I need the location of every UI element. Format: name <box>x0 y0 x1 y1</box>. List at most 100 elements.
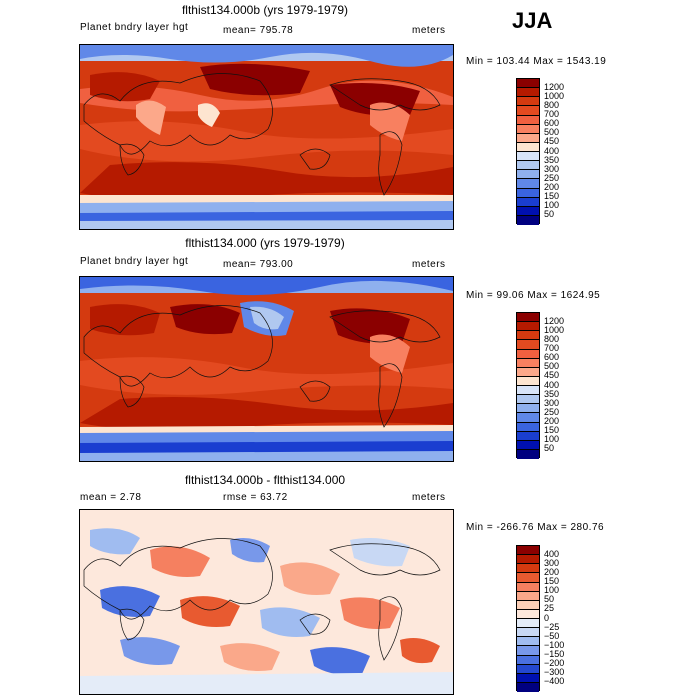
colorbar-tick-label: −200 <box>544 658 565 669</box>
colorbar-swatch <box>517 358 539 368</box>
colorbar-tick-label: −150 <box>544 649 565 659</box>
colorbar-swatch <box>517 376 539 386</box>
colorbar-tick-label: 600 <box>544 352 560 363</box>
colorbar-swatch <box>517 206 539 216</box>
panel3-title: flthist134.000b - flthist134.000 <box>184 473 346 487</box>
colorbar-swatch <box>517 188 539 198</box>
colorbar-tick-label: −300 <box>544 667 565 678</box>
colorbar-swatch <box>517 413 539 423</box>
colorbar-swatch <box>517 124 539 134</box>
panel1-field-label: Planet bndry layer hgt <box>80 22 189 33</box>
colorbar-swatch <box>517 600 539 610</box>
colorbar-tick-label: 0 <box>544 612 550 623</box>
panel3-minmax: Min = -266.76 Max = 280.76 <box>466 522 605 533</box>
colorbar-swatch <box>517 106 539 116</box>
colorbar-swatch <box>517 340 539 350</box>
colorbar-swatch <box>517 555 539 565</box>
colorbar-tick-label: 200 <box>544 566 560 577</box>
colorbar-tick-label: 1200 <box>544 315 565 326</box>
colorbar-tick-label: 150 <box>544 191 560 202</box>
colorbar-swatch <box>517 664 539 674</box>
colorbar-swatch <box>517 161 539 171</box>
colorbar-tick-label: 1000 <box>544 90 565 101</box>
season-label: JJA <box>512 8 553 33</box>
colorbar-tick-label: 700 <box>544 109 560 119</box>
colorbar-swatch <box>517 395 539 405</box>
colorbar-tick-label: 150 <box>544 576 560 586</box>
colorbar-tick-label: 400 <box>544 145 560 156</box>
colorbar-tick-label: −100 <box>544 639 565 650</box>
panel2-colorbar <box>516 312 540 459</box>
panel3-map <box>79 509 454 695</box>
colorbar-swatch <box>517 564 539 574</box>
panel3-colorbar <box>516 545 540 692</box>
colorbar-swatch <box>517 322 539 332</box>
colorbar-tick-label: −50 <box>544 630 560 641</box>
colorbar-swatch <box>517 386 539 396</box>
colorbar-swatch <box>517 546 539 556</box>
panel1-mean: mean= 795.78 <box>223 25 294 36</box>
panel1-units: meters <box>412 25 446 36</box>
panel1-colorbar <box>516 78 540 225</box>
colorbar-swatch <box>517 170 539 180</box>
colorbar-swatch <box>517 404 539 414</box>
colorbar-swatch <box>517 367 539 377</box>
panel2-field-label: Planet bndry layer hgt <box>80 256 189 267</box>
panel2-contour-field <box>80 277 453 461</box>
colorbar-tick-label: 350 <box>544 388 560 399</box>
colorbar-swatch <box>517 582 539 592</box>
colorbar-swatch <box>517 573 539 583</box>
colorbar-tick-label: 50 <box>544 443 555 454</box>
colorbar-swatch <box>517 142 539 152</box>
colorbar-tick-label: 600 <box>544 118 560 129</box>
colorbar-swatch <box>517 349 539 359</box>
colorbar-tick-label: 1200 <box>544 81 565 92</box>
colorbar-swatch <box>517 331 539 341</box>
colorbar-swatch <box>517 115 539 125</box>
panel1-contour-field <box>80 45 453 229</box>
colorbar-swatch <box>517 637 539 647</box>
colorbar-swatch <box>517 628 539 638</box>
colorbar-tick-label: 100 <box>544 434 560 445</box>
colorbar-swatch <box>517 646 539 656</box>
colorbar-tick-label: 500 <box>544 361 560 372</box>
colorbar-swatch <box>517 215 539 225</box>
colorbar-tick-label: 350 <box>544 154 560 165</box>
panel2-colorbar-ticks: 1200 1000 800 700 600 500 450 400 350 300 250 200 15… <box>544 312 594 458</box>
colorbar-tick-label: 250 <box>544 172 560 183</box>
colorbar-tick-label: −25 <box>544 621 560 632</box>
colorbar-tick-label: 1000 <box>544 324 565 335</box>
colorbar-swatch <box>517 88 539 98</box>
colorbar-tick-label: 200 <box>544 416 560 426</box>
colorbar-tick-label: 25 <box>544 603 555 614</box>
panel2-mean: mean= 793.00 <box>223 259 294 270</box>
colorbar-tick-label: −400 <box>544 676 565 687</box>
colorbar-tick-label: 200 <box>544 182 560 192</box>
colorbar-tick-label: 100 <box>544 200 560 211</box>
panel2-units: meters <box>412 259 446 270</box>
panel3-rmse: rmse = 63.72 <box>223 492 288 503</box>
panel2-title: flthist134.000 (yrs 1979-1979) <box>185 236 345 250</box>
colorbar-swatch <box>517 179 539 189</box>
colorbar-tick-label: 800 <box>544 99 560 110</box>
colorbar-tick-label: 400 <box>544 548 560 559</box>
colorbar-tick-label: 300 <box>544 163 560 174</box>
panel1-minmax: Min = 103.44 Max = 1543.19 <box>466 56 607 67</box>
colorbar-tick-label: 700 <box>544 343 560 353</box>
panel3-contour-field <box>80 510 453 694</box>
colorbar-tick-label: 150 <box>544 425 560 436</box>
panel3-colorbar-ticks: 400 300 200 150 100 50 25 0 −25 −50 −100 −150 −200 −3… <box>544 545 594 691</box>
colorbar-swatch <box>517 682 539 692</box>
colorbar-swatch <box>517 97 539 107</box>
colorbar-tick-label: 400 <box>544 379 560 390</box>
colorbar-tick-label: 50 <box>544 594 555 605</box>
colorbar-swatch <box>517 673 539 683</box>
colorbar-swatch <box>517 440 539 450</box>
colorbar-swatch <box>517 655 539 665</box>
colorbar-swatch <box>517 79 539 89</box>
colorbar-swatch <box>517 431 539 441</box>
panel2-minmax: Min = 99.06 Max = 1624.95 <box>466 290 601 301</box>
colorbar-tick-label: 100 <box>544 585 560 596</box>
colorbar-tick-label: 300 <box>544 557 560 568</box>
panel1-map <box>79 44 454 230</box>
